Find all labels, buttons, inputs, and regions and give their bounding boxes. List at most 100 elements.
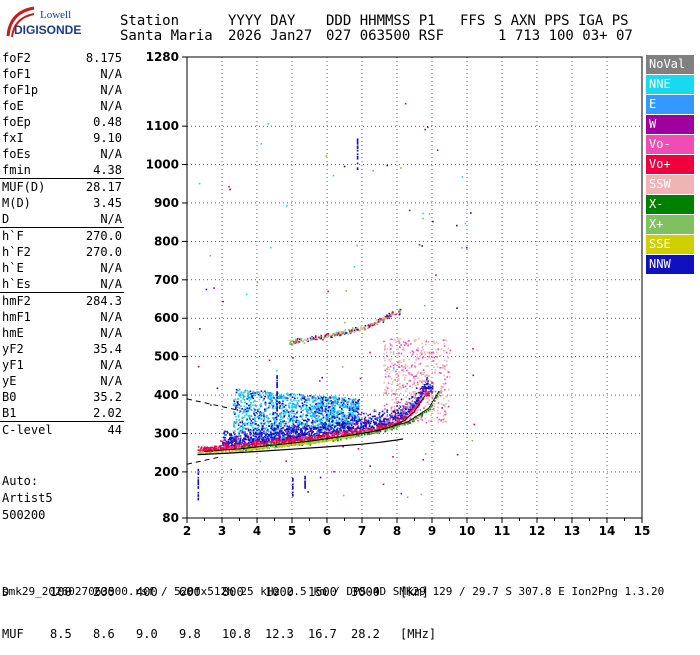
echo-point <box>287 442 289 444</box>
echo-point <box>339 404 341 406</box>
echo-point <box>249 408 251 410</box>
echo-point <box>377 419 379 421</box>
echo-point <box>283 421 285 423</box>
echo-point <box>278 415 280 417</box>
echo-point <box>298 439 300 441</box>
echo-point <box>345 400 347 402</box>
echo-point <box>272 393 274 395</box>
echo-point <box>235 436 237 438</box>
echo-point <box>239 427 241 429</box>
echo-point <box>400 338 402 340</box>
y-tick-label: 400 <box>154 388 179 402</box>
echo-point <box>412 350 414 352</box>
echo-point <box>253 441 255 443</box>
x-tick-label: 10 <box>459 524 476 538</box>
echo-point <box>261 405 263 407</box>
echo-point <box>391 383 393 385</box>
echo-point <box>253 435 255 437</box>
echo-point <box>226 447 228 449</box>
echo-point <box>348 412 350 414</box>
echo-point <box>305 406 307 408</box>
echo-point <box>266 392 268 394</box>
echo-point <box>261 432 263 434</box>
echo-point <box>380 416 382 418</box>
echo-point <box>260 430 262 432</box>
echo-point <box>296 428 298 430</box>
echo-point <box>423 407 425 409</box>
echo-point <box>253 394 255 396</box>
echo-point <box>299 406 301 408</box>
echo-point <box>237 438 239 440</box>
echo-point <box>315 397 317 399</box>
echo-point <box>426 379 428 381</box>
echo-point <box>402 385 404 387</box>
echo-point <box>337 433 339 435</box>
echo-point <box>314 428 316 430</box>
echo-point <box>423 380 425 382</box>
echo-point <box>315 415 317 417</box>
echo-point <box>332 416 334 418</box>
echo-point <box>308 425 310 427</box>
echo-point <box>371 418 373 420</box>
echo-point <box>267 418 269 420</box>
echo-point <box>226 443 228 445</box>
echo-point <box>223 442 225 444</box>
echo-point <box>364 420 366 422</box>
echo-point <box>341 425 343 427</box>
echo-point <box>303 433 305 435</box>
echo-point <box>332 424 334 426</box>
echo-point <box>387 348 389 350</box>
echo-point <box>402 411 404 413</box>
echo-point <box>308 437 310 439</box>
echo-point <box>272 414 274 416</box>
echo-point <box>236 422 238 424</box>
echo-point <box>326 432 328 434</box>
echo-point <box>240 394 242 396</box>
echo-point <box>389 414 391 416</box>
echo-point <box>404 379 406 381</box>
echo-point <box>260 418 262 420</box>
echo-point <box>348 399 350 401</box>
echo-point <box>250 429 252 431</box>
echo-point <box>283 423 285 425</box>
echo-point <box>327 417 329 419</box>
echo-point <box>388 393 390 395</box>
echo-point <box>394 339 396 341</box>
echo-point <box>268 422 270 424</box>
echo-point <box>243 411 245 413</box>
echo-point <box>432 356 434 358</box>
echo-point <box>263 430 265 432</box>
echo-point <box>378 414 380 416</box>
echo-point <box>263 413 265 415</box>
echo-point <box>293 424 295 426</box>
echo-point <box>300 428 302 430</box>
echo-point <box>435 391 437 393</box>
echo-point <box>438 412 440 414</box>
echo-point <box>384 431 386 433</box>
echo-point <box>421 417 423 419</box>
echo-point <box>301 422 303 424</box>
echo-point <box>272 423 274 425</box>
echo-point <box>388 359 390 361</box>
echo-point <box>298 429 300 431</box>
echo-point <box>254 400 256 402</box>
echo-point <box>339 433 341 435</box>
echo-point <box>300 432 302 434</box>
echo-point <box>434 343 436 345</box>
echo-point <box>336 419 338 421</box>
echo-point <box>245 409 247 411</box>
echo-point <box>403 424 405 426</box>
echo-point <box>411 401 413 403</box>
echo-point <box>265 408 267 410</box>
echo-point <box>398 364 400 366</box>
echo-point <box>368 422 370 424</box>
echo-point <box>433 408 435 410</box>
echo-point <box>253 430 255 432</box>
echo-point <box>249 400 251 402</box>
echo-point <box>323 426 325 428</box>
echo-point <box>251 409 253 411</box>
echo-point <box>273 418 275 420</box>
echo-point <box>259 399 261 401</box>
echo-point <box>360 426 362 428</box>
echo-point <box>382 414 384 416</box>
